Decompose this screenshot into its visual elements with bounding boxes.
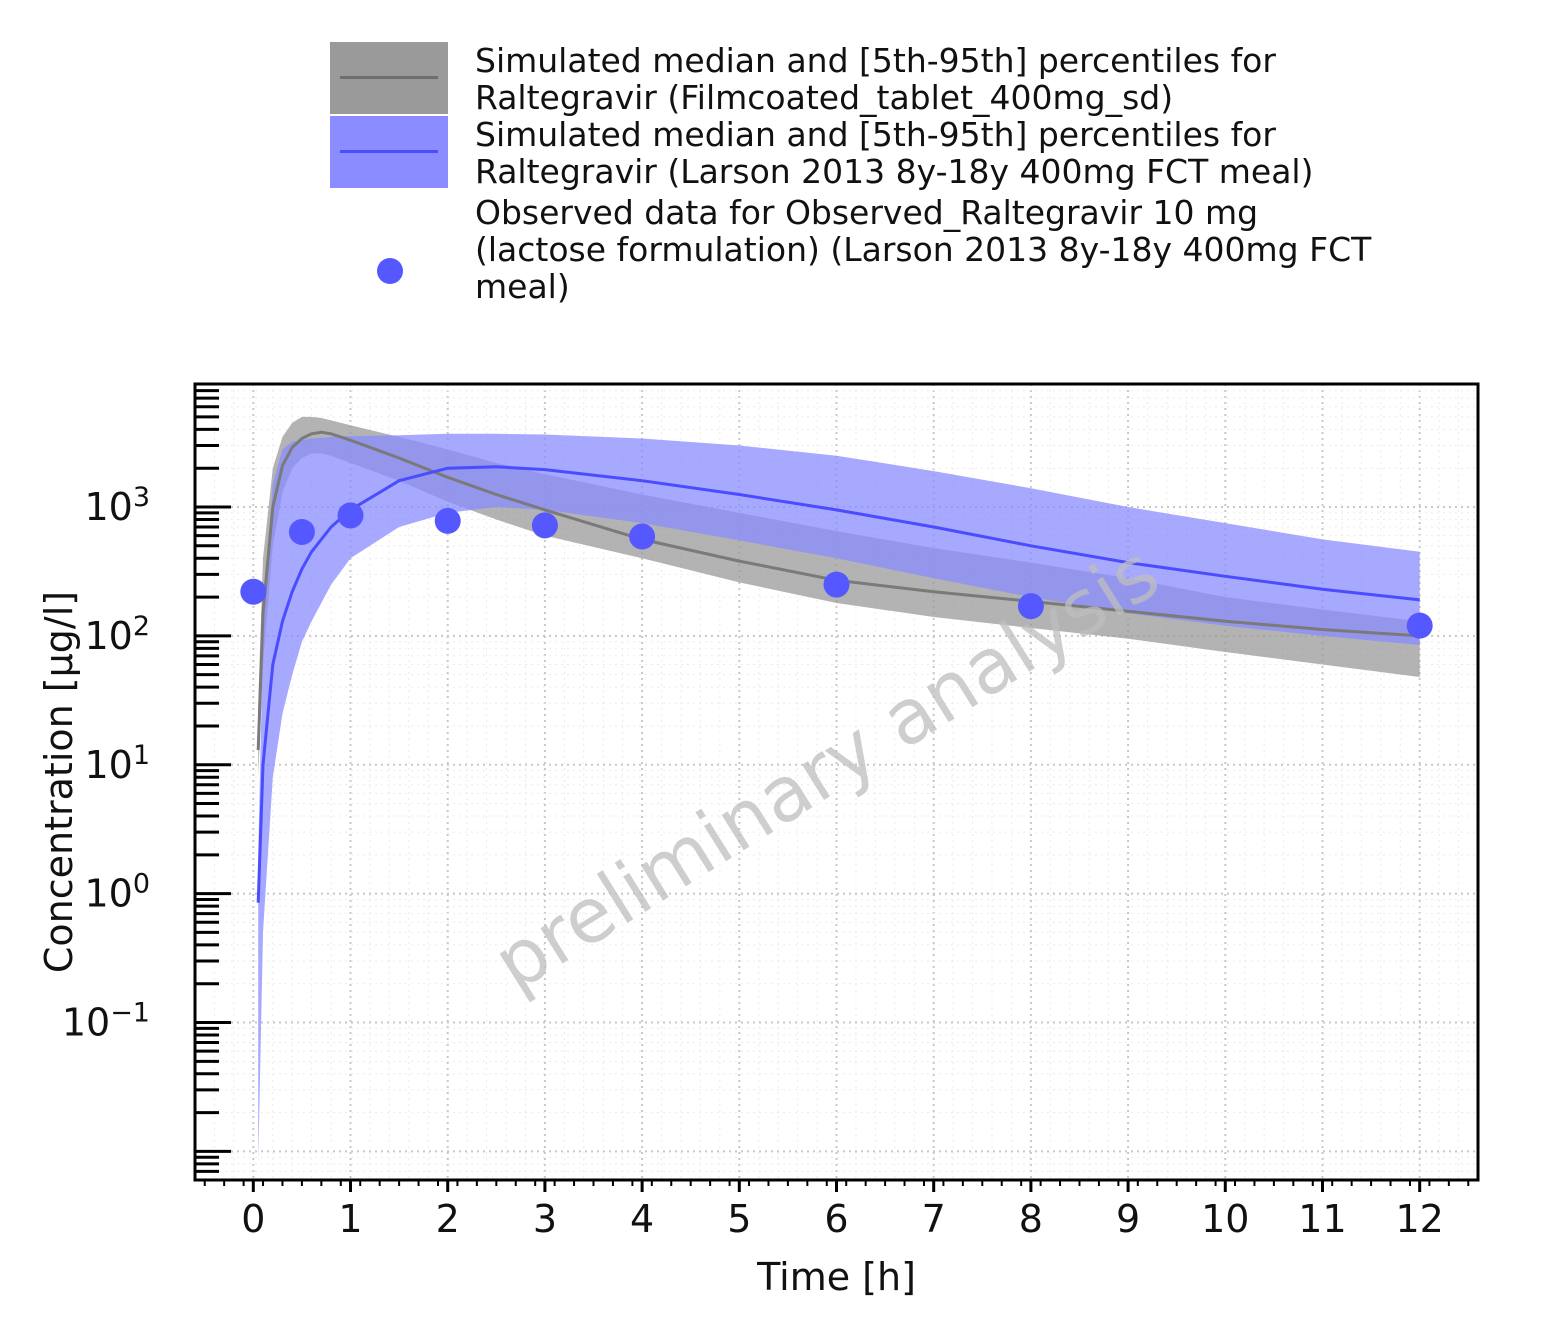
legend-band-swatch <box>330 42 448 114</box>
observed-point <box>337 502 364 529</box>
y-tick-label: 102 <box>84 611 150 658</box>
observed-point <box>1406 612 1433 639</box>
x-tick-label: 2 <box>436 1197 460 1241</box>
observed-point <box>1017 593 1044 620</box>
x-tick-label: 11 <box>1298 1197 1346 1241</box>
observed-point <box>240 578 267 605</box>
legend: Simulated median and [5th-95th] percenti… <box>330 42 1430 332</box>
x-tick-label: 3 <box>533 1197 557 1241</box>
x-tick-label: 6 <box>824 1197 848 1241</box>
legend-label: Simulated median and [5th-95th] percenti… <box>475 41 1287 117</box>
y-tick-label: 101 <box>84 740 150 787</box>
y-tick-label: 100 <box>84 869 150 916</box>
x-tick-label: 12 <box>1396 1197 1444 1241</box>
legend-band-swatch <box>330 116 448 188</box>
legend-label: Simulated median and [5th-95th] percenti… <box>475 115 1314 191</box>
x-tick-label: 0 <box>241 1197 265 1241</box>
percentile-band <box>258 433 1420 1164</box>
observed-point <box>288 518 315 545</box>
x-tick-label: 4 <box>630 1197 654 1241</box>
y-tick-label: 10−1 <box>62 998 150 1045</box>
x-axis-title: Time [h] <box>756 1255 916 1299</box>
x-tick-label: 7 <box>922 1197 946 1241</box>
x-tick-label: 1 <box>338 1197 362 1241</box>
x-tick-label: 8 <box>1019 1197 1043 1241</box>
x-tick-label: 10 <box>1201 1197 1249 1241</box>
legend-label: Observed data for Observed_Raltegravir 1… <box>475 193 1382 306</box>
y-axis-title: Concentration [µg/l] <box>37 591 81 973</box>
x-tick-label: 5 <box>727 1197 751 1241</box>
median-line <box>256 465 1420 903</box>
observed-point <box>629 523 656 550</box>
observed-point <box>823 571 850 598</box>
y-tick-label: 103 <box>84 482 150 529</box>
median-line <box>256 430 1420 751</box>
legend-median-line <box>340 76 438 79</box>
legend-median-line <box>340 150 438 153</box>
observed-point <box>531 512 558 539</box>
median-lines <box>256 430 1420 903</box>
observed-points <box>240 502 1433 639</box>
x-tick-label: 9 <box>1116 1197 1140 1241</box>
legend-point-marker <box>377 258 403 284</box>
observed-point <box>434 507 461 534</box>
